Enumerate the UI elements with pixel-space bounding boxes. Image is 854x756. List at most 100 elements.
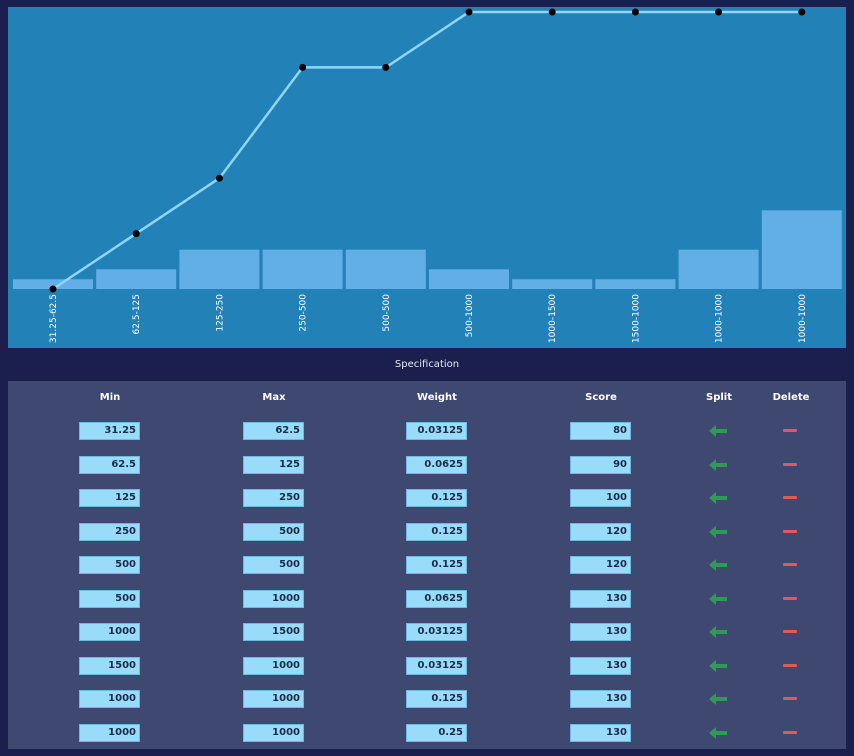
max-field[interactable]: 1500	[243, 623, 304, 641]
delete-button[interactable]	[781, 725, 799, 741]
score-field[interactable]: 130	[570, 657, 631, 675]
line-point-0	[49, 285, 57, 293]
delete-button[interactable]	[781, 490, 799, 506]
split-button[interactable]	[707, 423, 729, 439]
split-button[interactable]	[707, 490, 729, 506]
delete-button[interactable]	[781, 624, 799, 640]
delete-button[interactable]	[781, 557, 799, 573]
min-field[interactable]: 62.5	[79, 456, 140, 474]
minus-icon	[783, 664, 797, 667]
bar-3	[262, 249, 343, 289]
max-field[interactable]: 1000	[243, 657, 304, 675]
score-field[interactable]: 80	[570, 422, 631, 440]
min-field[interactable]: 1000	[79, 690, 140, 708]
line-point-6	[548, 8, 556, 16]
weight-field[interactable]: 0.0625	[406, 456, 467, 474]
minus-icon	[783, 697, 797, 700]
score-field[interactable]: 130	[570, 724, 631, 742]
score-field[interactable]: 120	[570, 556, 631, 574]
min-field[interactable]: 500	[79, 590, 140, 608]
table-row: 250 500 0.125 120	[8, 522, 846, 542]
max-field[interactable]: 125	[243, 456, 304, 474]
max-field[interactable]: 1000	[243, 724, 304, 742]
line-point-5	[465, 8, 473, 16]
score-field[interactable]: 130	[570, 690, 631, 708]
arrow-left-icon	[709, 660, 727, 672]
split-button[interactable]	[707, 591, 729, 607]
table-row: 62.5 125 0.0625 90	[8, 455, 846, 475]
line-point-2	[215, 174, 223, 182]
bar-8	[678, 249, 759, 289]
min-field[interactable]: 1500	[79, 657, 140, 675]
split-button[interactable]	[707, 658, 729, 674]
line-point-8	[715, 8, 723, 16]
bar-6	[512, 279, 593, 289]
bar-5	[429, 269, 509, 289]
minus-icon	[783, 597, 797, 600]
weight-field[interactable]: 0.25	[406, 724, 467, 742]
x-tick-label: 500-1000	[465, 294, 475, 338]
min-field[interactable]: 500	[79, 556, 140, 574]
minus-icon	[783, 463, 797, 466]
table-row: 1500 1000 0.03125 130	[8, 656, 846, 676]
arrow-left-icon	[709, 693, 727, 705]
weight-field[interactable]: 0.0625	[406, 590, 467, 608]
weight-field[interactable]: 0.03125	[406, 623, 467, 641]
table-row: 1000 1000 0.25 130	[8, 723, 846, 743]
table-row: 500 1000 0.0625 130	[8, 589, 846, 609]
delete-button[interactable]	[781, 691, 799, 707]
split-button[interactable]	[707, 624, 729, 640]
delete-button[interactable]	[781, 457, 799, 473]
score-field[interactable]: 90	[570, 456, 631, 474]
arrow-left-icon	[709, 425, 727, 437]
x-tick-label: 250-500	[299, 294, 309, 332]
delete-button[interactable]	[781, 524, 799, 540]
score-field[interactable]: 120	[570, 523, 631, 541]
min-field[interactable]: 31.25	[79, 422, 140, 440]
minus-icon	[783, 731, 797, 734]
delete-button[interactable]	[781, 658, 799, 674]
weight-field[interactable]: 0.125	[406, 690, 467, 708]
bar-1	[96, 269, 177, 289]
bar-4	[345, 249, 426, 289]
distribution-chart: 31.25-62.5 62.5-125 125-250 250-500 500-500 5…	[13, 8, 842, 343]
minus-icon	[783, 496, 797, 499]
max-field[interactable]: 500	[243, 523, 304, 541]
split-button[interactable]	[707, 557, 729, 573]
table-row: 31.25 62.5 0.03125 80	[8, 421, 846, 441]
split-button[interactable]	[707, 691, 729, 707]
max-field[interactable]: 1000	[243, 590, 304, 608]
header-split: Split	[706, 392, 732, 403]
max-field[interactable]: 1000	[243, 690, 304, 708]
split-button[interactable]	[707, 725, 729, 741]
max-field[interactable]: 500	[243, 556, 304, 574]
weight-field[interactable]: 0.03125	[406, 422, 467, 440]
min-field[interactable]: 1000	[79, 724, 140, 742]
delete-button[interactable]	[781, 423, 799, 439]
x-tick-label: 1000-1000	[715, 294, 725, 343]
split-button[interactable]	[707, 524, 729, 540]
x-tick-label: 1000-1500	[548, 294, 558, 343]
score-field[interactable]: 130	[570, 623, 631, 641]
weight-field[interactable]: 0.125	[406, 489, 467, 507]
line-point-4	[382, 63, 390, 71]
split-button[interactable]	[707, 457, 729, 473]
score-field[interactable]: 100	[570, 489, 631, 507]
header-min: Min	[99, 392, 121, 403]
max-field[interactable]: 62.5	[243, 422, 304, 440]
min-field[interactable]: 250	[79, 523, 140, 541]
arrow-left-icon	[709, 559, 727, 571]
x-tick-label: 31.25-62.5	[49, 294, 59, 343]
weight-field[interactable]: 0.125	[406, 556, 467, 574]
max-field[interactable]: 250	[243, 489, 304, 507]
header-max: Max	[262, 392, 286, 403]
delete-button[interactable]	[781, 591, 799, 607]
bar-2	[179, 249, 260, 289]
weight-field[interactable]: 0.125	[406, 523, 467, 541]
weight-field[interactable]: 0.03125	[406, 657, 467, 675]
score-field[interactable]: 130	[570, 590, 631, 608]
min-field[interactable]: 1000	[79, 623, 140, 641]
x-tick-label: 62.5-125	[132, 294, 142, 334]
min-field[interactable]: 125	[79, 489, 140, 507]
line-point-1	[132, 230, 140, 238]
